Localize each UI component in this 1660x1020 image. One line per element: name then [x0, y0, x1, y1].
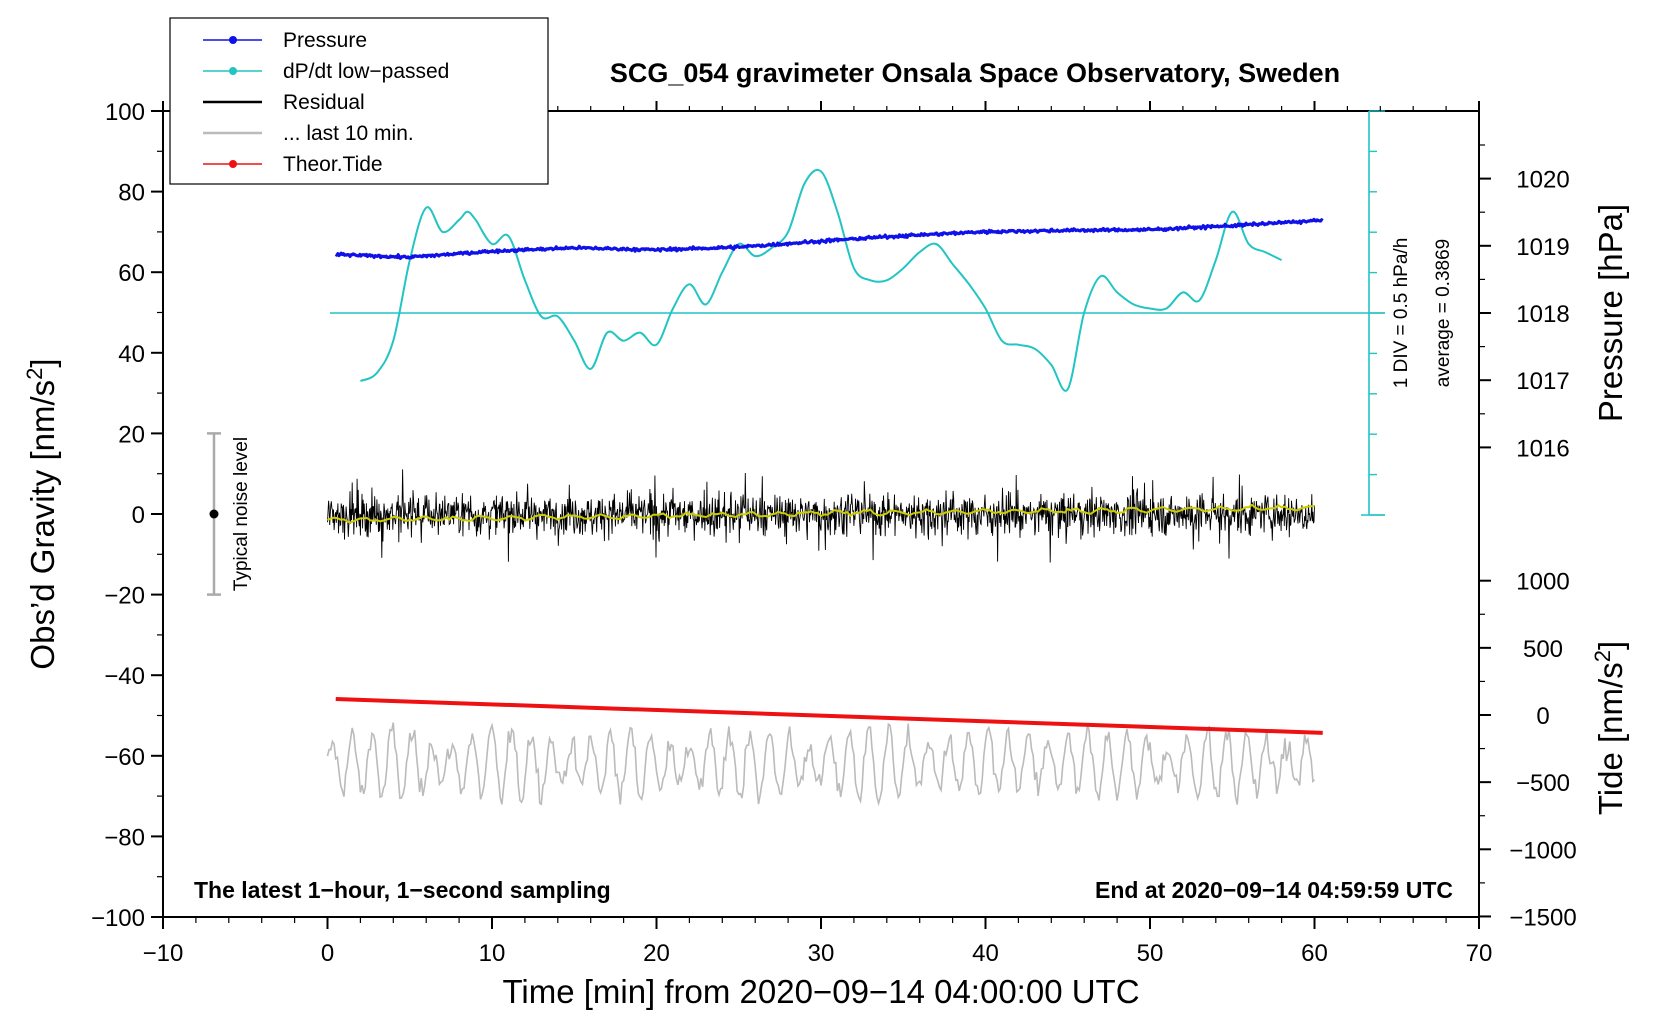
residual-smoothed-line: [327, 503, 1315, 524]
y-tick-label: −60: [104, 744, 145, 771]
legend-marker: [229, 36, 237, 44]
pressure-tick-label: 1016: [1516, 435, 1569, 462]
noise-dot: [209, 509, 219, 519]
pressure-tick-label: 1018: [1516, 301, 1569, 328]
average-label: average = 0.3869: [1433, 239, 1454, 387]
legend-marker: [229, 160, 237, 168]
tide-tick-label: −1500: [1509, 904, 1576, 931]
last-10-min-line: [326, 722, 1316, 807]
tide-tick-label: 500: [1523, 636, 1563, 663]
legend-label: Residual: [283, 91, 365, 114]
residual-line: [327, 469, 1315, 563]
y-tick-label: 20: [118, 421, 145, 448]
tide-tick-label: 1000: [1516, 569, 1569, 596]
y-tick-label: −40: [104, 663, 145, 690]
bottom-right-note: End at 2020−09−14 04:59:59 UTC: [1095, 877, 1453, 903]
tide-tick-label: −500: [1516, 770, 1570, 797]
y-tick-label: 40: [118, 341, 145, 368]
x-tick-label: 20: [643, 940, 670, 967]
x-tick-label: 60: [1301, 940, 1328, 967]
y-tick-label: −100: [91, 905, 145, 932]
x-tick-label: 50: [1137, 940, 1164, 967]
dpdt-line: [359, 168, 1283, 392]
y-tick-label: 0: [132, 502, 145, 529]
noise-label: Typical noise level: [231, 437, 252, 591]
series-group: [326, 110, 1385, 807]
legend-group: Pressure dP/dt low−passed Residual ... last…: [169, 17, 549, 185]
chart-title: SCG_054 gravimeter Onsala Space Observat…: [610, 58, 1340, 88]
bottom-left-note: The latest 1−hour, 1−second sampling: [194, 877, 611, 903]
x-tick-label: 40: [972, 940, 999, 967]
y-tick-label: 80: [118, 180, 145, 207]
legend-label: dP/dt low−passed: [283, 60, 449, 83]
pressure-tick-label: 1019: [1516, 234, 1569, 261]
x-tick-label: 10: [479, 940, 506, 967]
legend-label: Pressure: [283, 29, 367, 52]
tide-tick-label: 0: [1536, 703, 1549, 730]
axes-group: −10 0 10 20 30 40 50 60 70−100−80−60−40−20020406…: [22, 58, 1629, 1010]
pressure-axis-title: Pressure [hPa]: [1592, 204, 1629, 422]
pressure-line: [334, 217, 1324, 260]
tide-axis-title: Tide [nm/s2]: [1590, 641, 1629, 815]
y-tick-label: 100: [105, 99, 145, 126]
pressure-tick-label: 1020: [1516, 167, 1569, 194]
div-label: 1 DIV = 0.5 hPa/h: [1391, 238, 1412, 389]
y-tick-label: −80: [104, 824, 145, 851]
x-axis-title: Time [min] from 2020−09−14 04:00:00 UTC: [502, 973, 1139, 1010]
legend-label: Theor.Tide: [283, 153, 383, 176]
pressure-tick-label: 1017: [1516, 368, 1569, 395]
y-tick-label: −20: [104, 583, 145, 610]
x-tick-label: 0: [321, 940, 334, 967]
y-tick-label: 60: [118, 260, 145, 287]
y-axis-title: Obs’d Gravity [nm/s2]: [22, 358, 61, 669]
x-tick-label: 70: [1466, 940, 1493, 967]
legend-label: ... last 10 min.: [283, 122, 414, 145]
x-tick-label: 30: [808, 940, 835, 967]
tide-tick-label: −1000: [1509, 837, 1576, 864]
theor-tide-line: [335, 697, 1323, 735]
x-tick-label: −10: [143, 940, 184, 967]
legend-marker: [229, 67, 237, 75]
annotation-group: Typical noise level 1 DIV = 0.5 hPa/h aver…: [194, 238, 1454, 903]
